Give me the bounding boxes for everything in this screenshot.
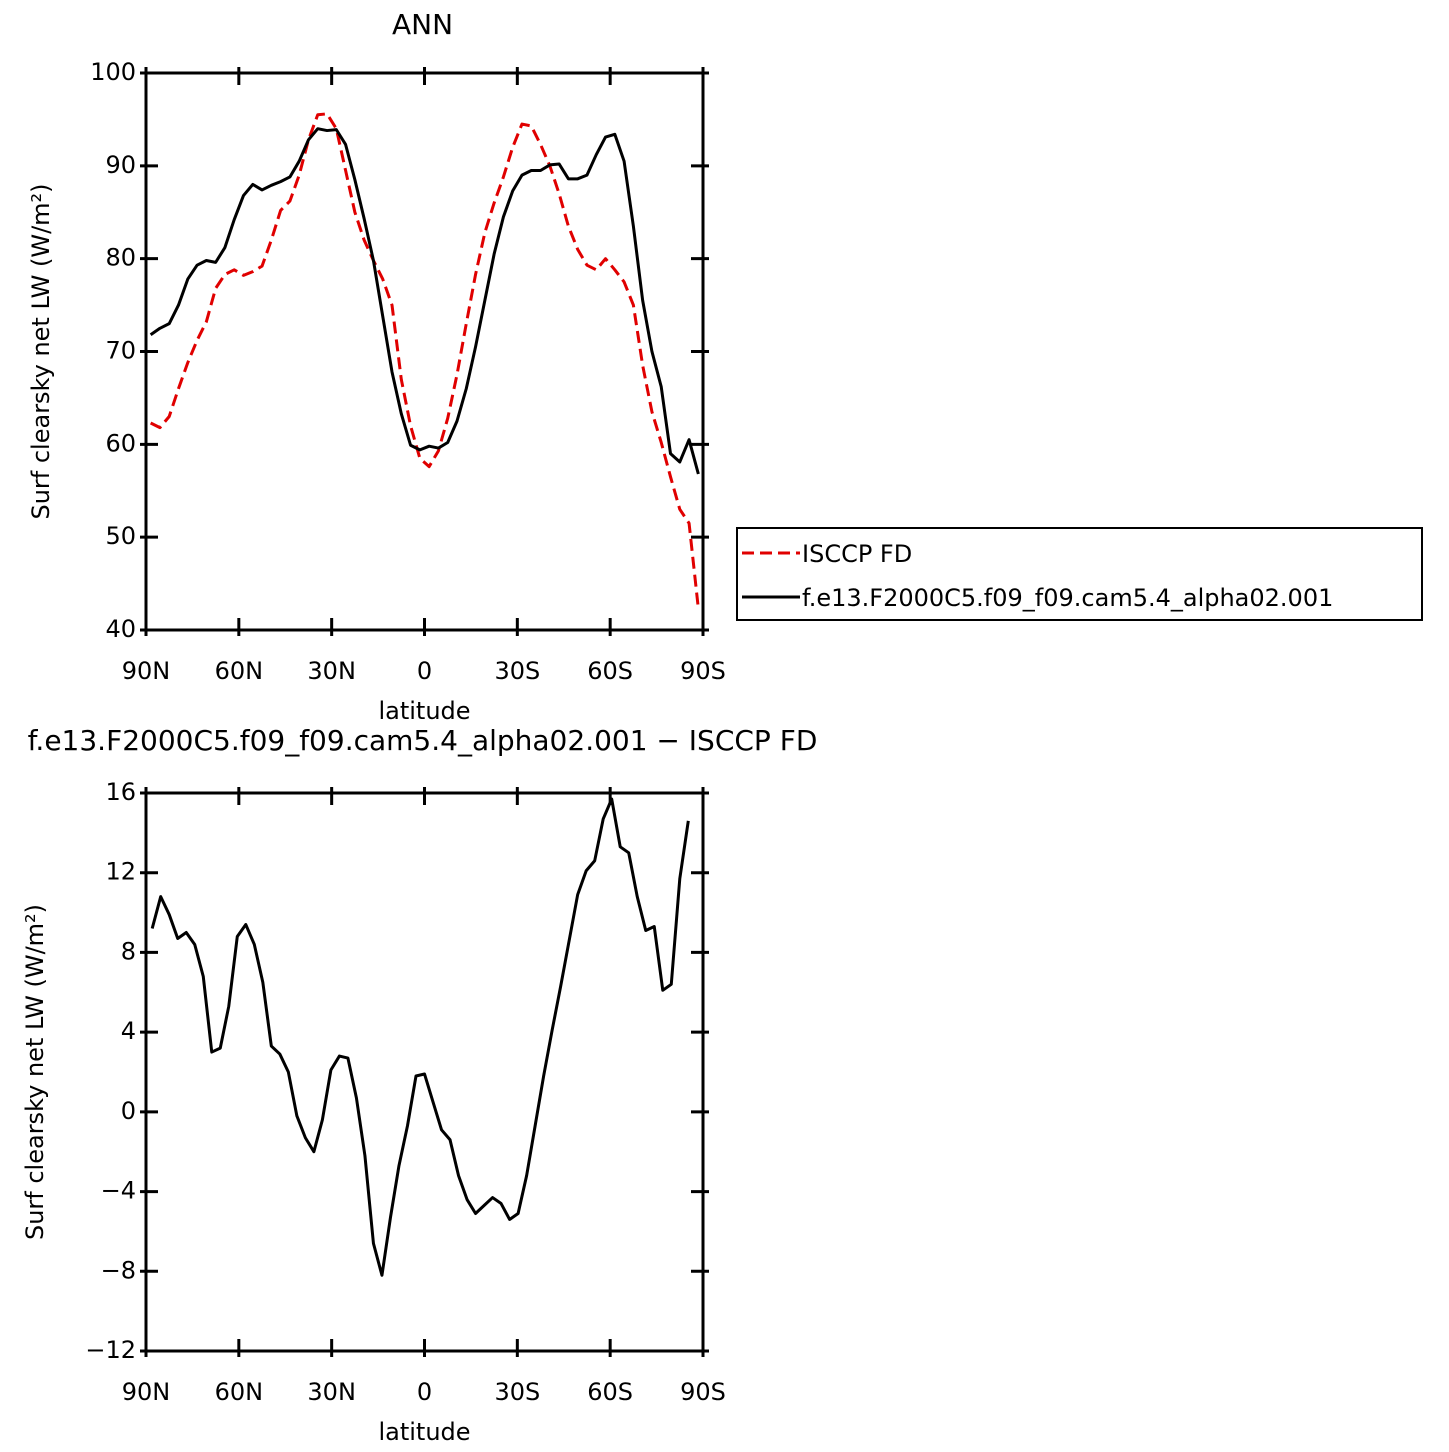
chart-title: f.e13.F2000C5.f09_f09.cam5.4_alpha02.001… (28, 724, 818, 757)
x-tick-label: 90S (680, 1378, 726, 1406)
x-tick-label: 60S (587, 657, 633, 685)
x-tick-label: 30S (494, 1378, 540, 1406)
y-tick-label: 80 (105, 244, 136, 272)
legend-label: ISCCP FD (802, 540, 912, 568)
y-tick-label: 90 (105, 151, 136, 179)
data-line (150, 797, 690, 1277)
y-tick-label: 12 (105, 858, 136, 886)
legend-box (736, 527, 1423, 621)
y-tick-label: 70 (105, 337, 136, 365)
x-tick-label: 0 (417, 657, 432, 685)
chart-title: ANN (392, 8, 453, 41)
y-tick-label: 4 (121, 1017, 136, 1045)
x-tick-label: 0 (417, 1378, 432, 1406)
data-line (149, 112, 700, 609)
y-tick-label: 100 (90, 58, 136, 86)
data-line (149, 127, 700, 475)
y-tick-label: 40 (105, 615, 136, 643)
x-tick-label: 60S (587, 1378, 633, 1406)
y-tick-label: 50 (105, 522, 136, 550)
x-tick-label: 30S (494, 657, 540, 685)
x-tick-label: 60N (215, 1378, 264, 1406)
plot-frame (144, 791, 705, 1353)
y-tick-label: 8 (121, 937, 136, 965)
y-axis-label: Surf clearsky net LW (W/m²) (27, 183, 55, 519)
legend-label: f.e13.F2000C5.f09_f09.cam5.4_alpha02.001 (802, 584, 1333, 612)
y-tick-label: −12 (85, 1336, 136, 1364)
x-tick-label: 90S (680, 657, 726, 685)
x-tick-label: 30N (307, 1378, 356, 1406)
x-tick-label: 90N (122, 657, 171, 685)
plot-frame (144, 71, 705, 632)
y-tick-label: 60 (105, 429, 136, 457)
x-tick-label: 90N (122, 1378, 171, 1406)
y-tick-label: 0 (121, 1097, 136, 1125)
x-axis-label: latitude (378, 1418, 470, 1446)
x-axis-label: latitude (378, 697, 470, 725)
y-tick-label: 16 (105, 778, 136, 806)
x-tick-label: 30N (307, 657, 356, 685)
y-axis-label: Surf clearsky net LW (W/m²) (21, 904, 49, 1240)
y-tick-label: −8 (101, 1256, 136, 1284)
x-tick-label: 60N (215, 657, 264, 685)
y-tick-label: −4 (101, 1177, 136, 1205)
